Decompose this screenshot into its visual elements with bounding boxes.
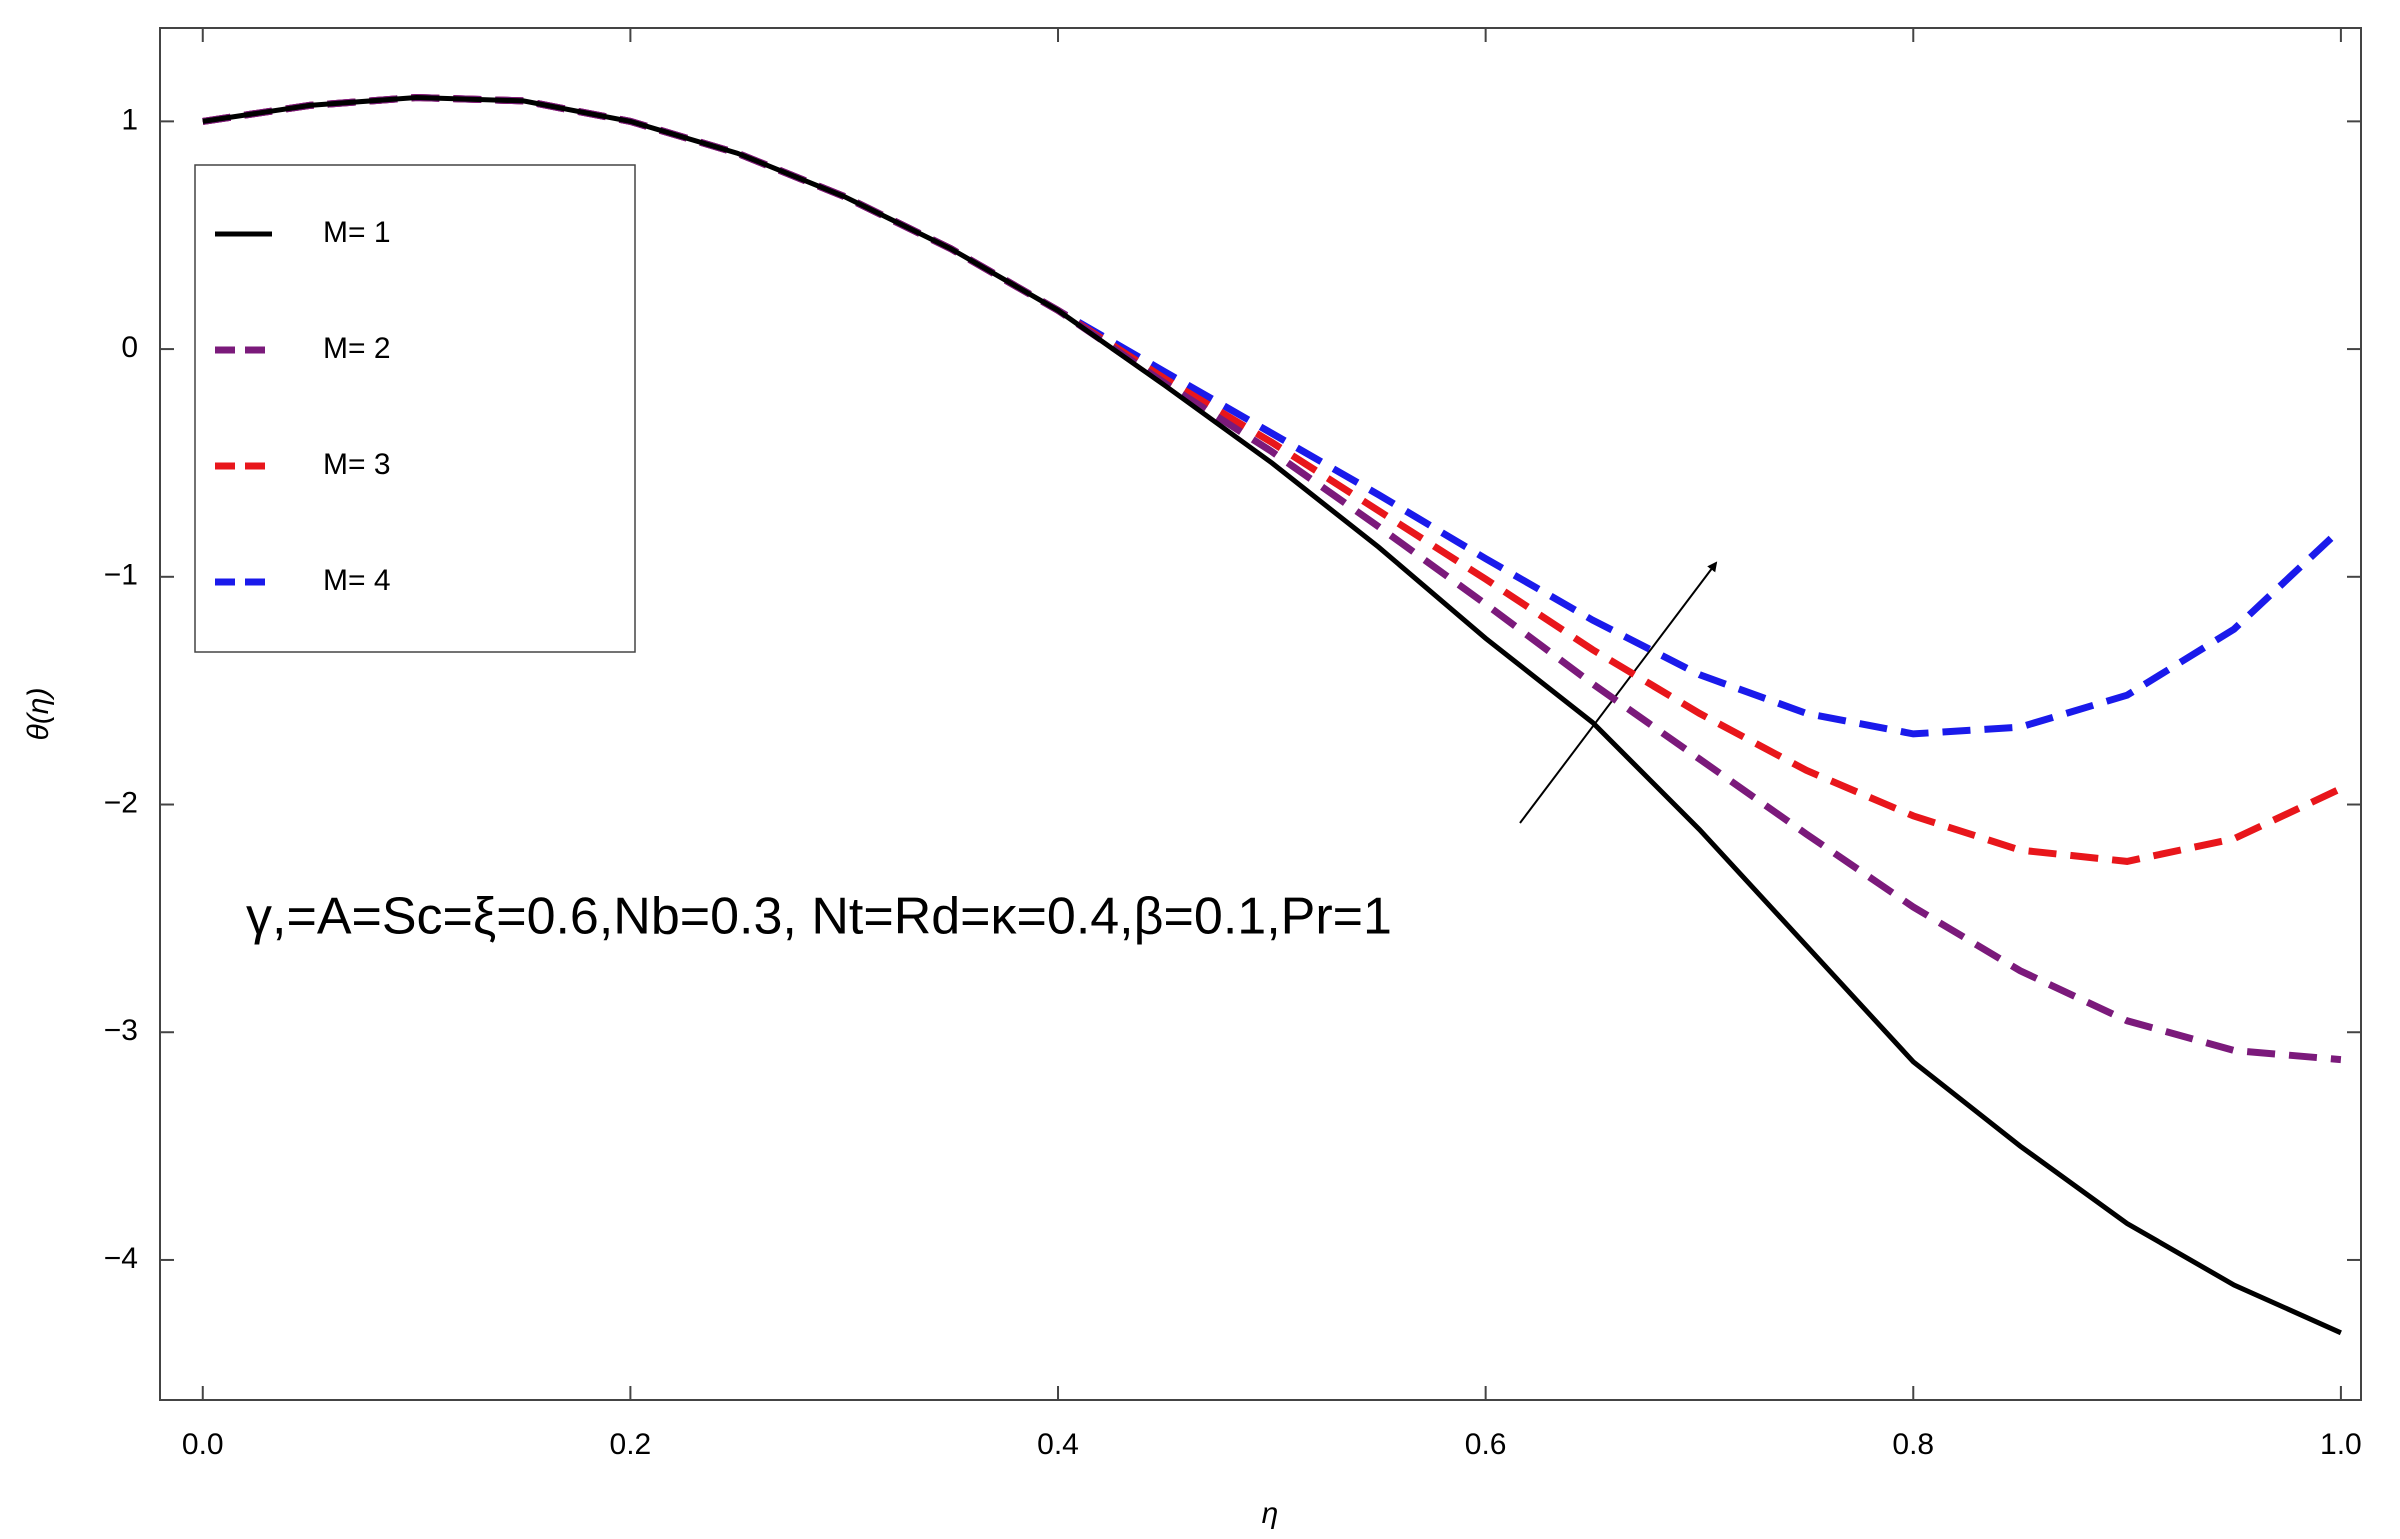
annotation: γ,=A=Sc=ξ=0.6,Nb=0.3, Nt=Rd=κ=0.4,β=0.1,… xyxy=(246,888,1392,946)
plot-frame xyxy=(159,27,2362,1401)
x-tick-label: 1.0 xyxy=(2320,1428,2362,1461)
x-tick-label: 0.2 xyxy=(610,1428,652,1461)
legend: M= 1 M= 2 M= 3 M= 4 xyxy=(194,164,636,653)
y-axis-label: θ(η) xyxy=(22,688,55,741)
series-line xyxy=(202,94,2342,1336)
legend-label: M= 1 xyxy=(323,216,391,249)
y-tick-label: 0 xyxy=(121,331,138,364)
x-tick-label: 0.4 xyxy=(1037,1428,1079,1461)
x-tick-label: 0.6 xyxy=(1465,1428,1507,1461)
trend-arrow xyxy=(1519,561,1718,824)
y-tick-label: −2 xyxy=(104,786,138,819)
y-tick-label: 1 xyxy=(121,103,138,136)
legend-box xyxy=(194,164,636,653)
y-tick-label: −4 xyxy=(104,1242,138,1275)
legend-label: M= 3 xyxy=(323,448,391,481)
x-axis-label: η xyxy=(1262,1497,1279,1530)
x-tick-label: 0.0 xyxy=(182,1428,224,1461)
y-tick-label: −3 xyxy=(104,1014,138,1047)
legend-label: M= 4 xyxy=(323,564,391,597)
x-tick-label: 0.8 xyxy=(1892,1428,1934,1461)
legend-label: M= 2 xyxy=(323,332,391,365)
y-tick-label: −1 xyxy=(104,559,138,592)
